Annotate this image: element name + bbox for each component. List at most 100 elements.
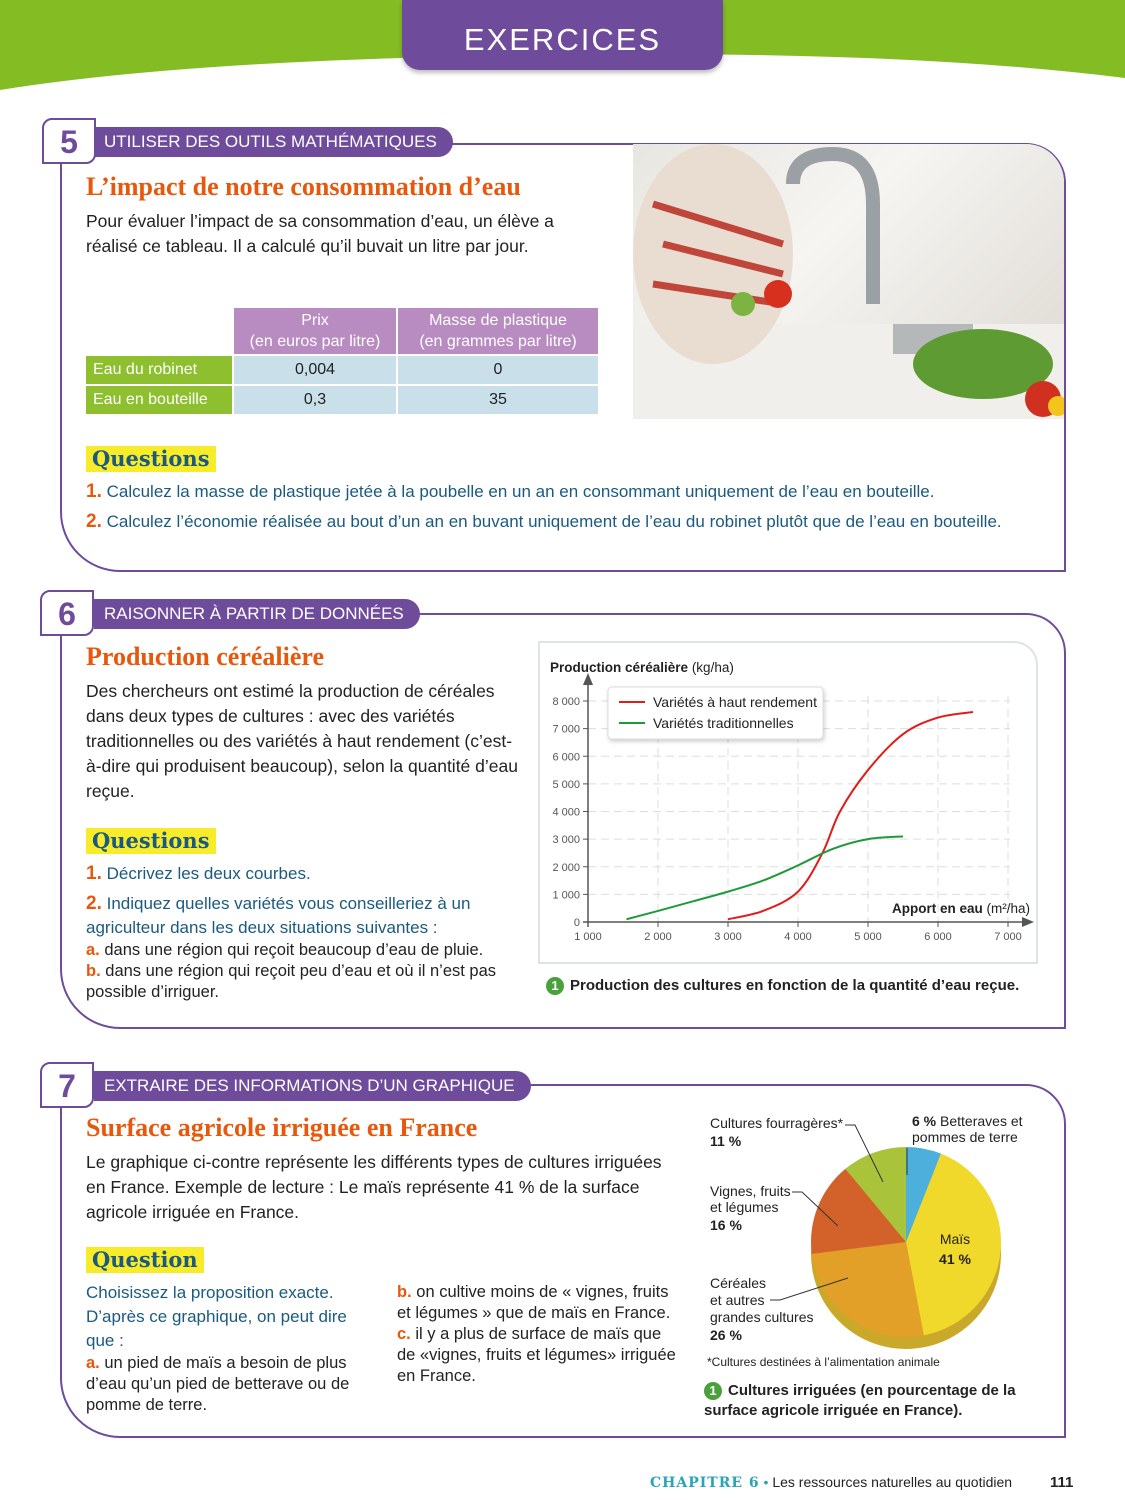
exercise-6-frame — [60, 613, 1066, 1029]
y-axis-arrow — [583, 673, 593, 685]
x-tick-label: 3 000 — [714, 931, 742, 943]
exercise-5-questions: Questions 1. Calculez la masse de plasti… — [86, 446, 1046, 534]
pie-slice — [906, 1147, 941, 1242]
legend-box — [607, 686, 824, 740]
figure-caption: 1 Production des cultures en fonction de … — [546, 977, 1056, 995]
table-row: Eau en bouteille 0,3 35 — [86, 386, 598, 414]
figure-badge: 1 — [546, 977, 564, 995]
y-tick-label: 8 000 — [552, 696, 580, 708]
option-c: c. il y a plus de surface de maïs que de… — [397, 1324, 682, 1387]
table-row: Eau du robinet 0,004 0 — [86, 356, 598, 384]
pie-label: Maïs — [940, 1231, 970, 1247]
option-text: un pied de maïs a besoin de plus d’eau q… — [86, 1354, 350, 1414]
sub-question-b: b. dans une région qui reçoit peu d’eau … — [86, 961, 526, 1003]
question-heading: Question — [86, 1247, 204, 1273]
question-text: Calculez l’économie réalisée au bout d’u… — [106, 512, 1002, 531]
exercise-number: 6 — [40, 590, 94, 636]
y-tick-label: 2 000 — [552, 862, 580, 874]
exercise-title: Production céréalière — [86, 642, 325, 671]
question-number: 1. — [86, 863, 102, 884]
pie-label: Vignes, fruits — [710, 1183, 791, 1199]
exercise-category: UTILISER DES OUTILS MATHÉMATIQUES — [94, 127, 453, 157]
question-number: 2. — [86, 511, 102, 532]
pie-footnote: *Cultures destinées à l’alimentation ani… — [707, 1355, 940, 1369]
series-line — [727, 711, 974, 921]
y-tick-label: 1 000 — [552, 889, 580, 901]
pie-value: 41 % — [939, 1251, 971, 1267]
y-tick-label: 7 000 — [552, 724, 580, 736]
x-axis-label: Apport en eau (m²/ha) — [892, 901, 1030, 916]
pie-label: Céréales — [710, 1275, 766, 1291]
question-number: 2. — [86, 893, 102, 914]
x-tick-label: 2 000 — [644, 931, 672, 943]
option-text: on cultive moins de « vignes, fruits et … — [397, 1283, 671, 1322]
chapter-label: CHAPITRE 6 — [650, 1475, 760, 1491]
pie-slice — [906, 1153, 1002, 1336]
exercise-title: L’impact de notre consommation d’eau — [86, 172, 521, 201]
y-tick-label: 0 — [574, 917, 580, 929]
sub-label: b. — [86, 962, 101, 980]
series-line — [626, 835, 904, 921]
pie-label: pommes de terre — [912, 1129, 1018, 1145]
option-label: b. — [397, 1283, 412, 1301]
y-axis-label: Production céréalière (kg/ha) — [550, 660, 734, 675]
row-label: Eau en bouteille — [86, 386, 232, 414]
question-text: Calculez la masse de plastique jetée à l… — [106, 482, 935, 501]
questions-heading: Questions — [86, 446, 216, 472]
section-tab: EXERCICES — [402, 0, 723, 70]
water-table: Prix (en euros par litre) Masse de plast… — [84, 306, 600, 416]
pie-chart: Cultures fourragères*11 %Vignes, fruitse… — [710, 1113, 1023, 1349]
option-label: a. — [86, 1354, 100, 1372]
row-label: Eau du robinet — [86, 356, 232, 384]
question-text: Indiquez quelles variétés vous conseille… — [86, 894, 471, 937]
legend-label: Variétés traditionnelles — [653, 715, 794, 731]
leader-line — [770, 1277, 849, 1301]
exercise-7-frame — [60, 1084, 1066, 1438]
caption-text: Cultures irriguées (en pourcentage de la… — [704, 1382, 1016, 1419]
exercise-5-frame — [60, 143, 1066, 572]
y-tick-label: 4 000 — [552, 807, 580, 819]
kitchen-sink-photo — [633, 144, 1064, 419]
question-1: 1. Décrivez les deux courbes. — [86, 862, 311, 886]
pie-label: et autres — [710, 1292, 764, 1308]
leader-line — [845, 1124, 884, 1183]
leader-line — [792, 1191, 839, 1227]
pie-slice — [811, 1168, 906, 1254]
figure-badge: 1 — [704, 1382, 722, 1400]
page-footer: CHAPITRE 6 • Les ressources naturelles a… — [650, 1474, 1073, 1491]
exercise-6-text: Des chercheurs ont estimé la production … — [86, 679, 526, 1003]
legend-label: Variétés à haut rendement — [653, 694, 817, 710]
table-header-plastic: Masse de plastique (en grammes par litre… — [398, 308, 598, 354]
separator: • — [763, 1474, 769, 1490]
pie-slice — [845, 1147, 906, 1242]
option-a: a. un pied de maïs a besoin de plus d’ea… — [86, 1353, 376, 1416]
cell: 0 — [398, 356, 598, 384]
question-number: 1. — [86, 481, 102, 502]
exercise-number: 5 — [42, 118, 96, 164]
pie-label: grandes cultures — [710, 1309, 814, 1325]
x-tick-label: 1 000 — [574, 931, 602, 943]
option-b: b. on cultive moins de « vignes, fruits … — [397, 1282, 682, 1324]
y-tick-label: 5 000 — [552, 779, 580, 791]
caption-text: Production des cultures en fonction de l… — [570, 977, 1020, 994]
exercise-intro: Le graphique ci-contre représente les di… — [86, 1152, 662, 1222]
exercise-number: 7 — [40, 1062, 94, 1108]
x-tick-label: 4 000 — [784, 931, 812, 943]
exercise-category: EXTRAIRE DES INFORMATIONS D’UN GRAPHIQUE — [94, 1071, 531, 1101]
figure-caption: 1 Cultures irriguées (en pourcentage de l… — [704, 1381, 1044, 1421]
x-tick-label: 5 000 — [854, 931, 882, 943]
x-tick-label: 6 000 — [924, 931, 952, 943]
pie-value: 11 % — [710, 1133, 742, 1149]
sub-text: dans une région qui reçoit beaucoup d’ea… — [104, 941, 484, 959]
cell: 0,004 — [234, 356, 396, 384]
option-label: c. — [397, 1325, 411, 1343]
question-2: 2. Indiquez quelles variétés vous consei… — [86, 892, 506, 940]
cell: 35 — [398, 386, 598, 414]
exercise-7-left-column: Question Choisissez la proposition exact… — [86, 1247, 376, 1416]
x-tick-label: 7 000 — [994, 931, 1022, 943]
y-tick-label: 3 000 — [552, 834, 580, 846]
pie-value: 16 % — [710, 1217, 742, 1233]
exercise-intro: Pour évaluer l’impact de sa consommation… — [86, 211, 554, 256]
y-tick-label: 6 000 — [552, 751, 580, 763]
table-header-price: Prix (en euros par litre) — [234, 308, 396, 354]
